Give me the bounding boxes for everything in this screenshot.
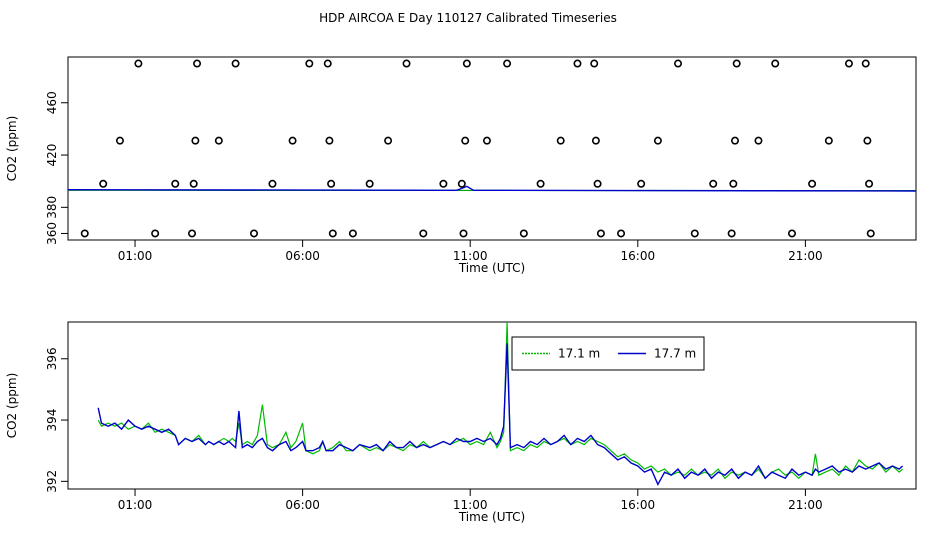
- legend-entry: 17.7 m: [654, 347, 696, 361]
- data-point: [519, 229, 528, 238]
- data-point: [327, 179, 336, 188]
- data-point: [288, 136, 297, 145]
- data-point: [134, 59, 143, 68]
- figure-title: HDP AIRCOA E Day 110127 Calibrated Times…: [319, 11, 617, 25]
- series-line-17-1-m: [97, 322, 903, 480]
- x-tick-label: 16:00: [621, 249, 656, 263]
- series-line-1: [68, 185, 916, 192]
- data-point: [384, 136, 393, 145]
- data-point: [419, 229, 428, 238]
- y-tick-label: 394: [45, 409, 59, 432]
- data-point: [189, 179, 198, 188]
- top-panel: 01:00 06:00 11:00 16:00 21:00 380 420 460 360 Tim…: [5, 56, 917, 275]
- x-tick-label: 06:00: [285, 249, 320, 263]
- data-point: [709, 179, 718, 188]
- data-point: [732, 59, 741, 68]
- data-point: [250, 229, 259, 238]
- legend-entry: 17.1 m: [558, 347, 600, 361]
- data-point: [459, 229, 468, 238]
- data-point: [151, 229, 160, 238]
- data-point: [556, 136, 565, 145]
- x-tick-label: 01:00: [118, 249, 153, 263]
- data-point: [188, 229, 197, 238]
- data-point: [80, 229, 89, 238]
- data-point: [596, 229, 605, 238]
- data-point: [328, 229, 337, 238]
- x-tick-label: 16:00: [621, 498, 656, 512]
- series-line-17-7-m: [97, 343, 904, 486]
- data-point: [503, 59, 512, 68]
- data-point: [348, 229, 357, 238]
- x-axis-label: Time (UTC): [458, 261, 525, 275]
- data-point: [268, 179, 277, 188]
- plot-area: [97, 322, 904, 486]
- data-point: [193, 59, 202, 68]
- data-point: [617, 229, 626, 238]
- data-point: [866, 229, 875, 238]
- data-point: [461, 136, 470, 145]
- data-point: [729, 179, 738, 188]
- plot-frame: [67, 56, 917, 241]
- x-tick-label: 11:00: [453, 249, 488, 263]
- x-tick-label: 06:00: [285, 498, 320, 512]
- x-tick-label: 21:00: [788, 498, 823, 512]
- data-point: [439, 179, 448, 188]
- bottom-panel: 01:00 06:00 11:00 16:00 21:00 392 394 396 Time (…: [5, 321, 917, 524]
- x-tick-label: 01:00: [118, 498, 153, 512]
- data-point: [482, 136, 491, 145]
- data-point: [365, 179, 374, 188]
- data-point: [865, 179, 874, 188]
- data-point: [191, 136, 200, 145]
- plot-frame: [67, 321, 917, 490]
- y-axis-label: CO2 (ppm): [5, 373, 19, 439]
- x-axis-label: Time (UTC): [458, 510, 525, 524]
- data-point: [402, 59, 411, 68]
- data-point: [591, 136, 600, 145]
- data-point: [727, 229, 736, 238]
- y-tick-label: 420: [45, 144, 59, 167]
- y-axis-label: CO2 (ppm): [5, 116, 19, 182]
- plot-area: [68, 59, 916, 238]
- data-point: [674, 59, 683, 68]
- data-point: [462, 59, 471, 68]
- data-point: [115, 136, 124, 145]
- data-point: [771, 59, 780, 68]
- data-point: [754, 136, 763, 145]
- data-point: [863, 136, 872, 145]
- data-point: [231, 59, 240, 68]
- data-point: [536, 179, 545, 188]
- data-point: [323, 59, 332, 68]
- data-point: [305, 59, 314, 68]
- data-point: [99, 179, 108, 188]
- data-point: [844, 59, 853, 68]
- y-tick-label: 360: [45, 222, 59, 245]
- y-tick-label: 380: [45, 196, 59, 219]
- data-point: [214, 136, 223, 145]
- data-point: [457, 179, 466, 188]
- data-point: [861, 59, 870, 68]
- y-tick-label: 460: [45, 91, 59, 114]
- y-tick-label: 392: [45, 470, 59, 493]
- data-point: [590, 59, 599, 68]
- data-point: [731, 136, 740, 145]
- data-point: [573, 59, 582, 68]
- data-point: [325, 136, 334, 145]
- data-point: [824, 136, 833, 145]
- data-point: [637, 179, 646, 188]
- legend: 17.1 m 17.7 m: [511, 336, 705, 371]
- data-point: [787, 229, 796, 238]
- data-point: [593, 179, 602, 188]
- x-tick-label: 21:00: [788, 249, 823, 263]
- y-tick-label: 396: [45, 347, 59, 370]
- data-point: [171, 179, 180, 188]
- data-point: [690, 229, 699, 238]
- x-tick-label: 11:00: [453, 498, 488, 512]
- data-point: [808, 179, 817, 188]
- data-point: [653, 136, 662, 145]
